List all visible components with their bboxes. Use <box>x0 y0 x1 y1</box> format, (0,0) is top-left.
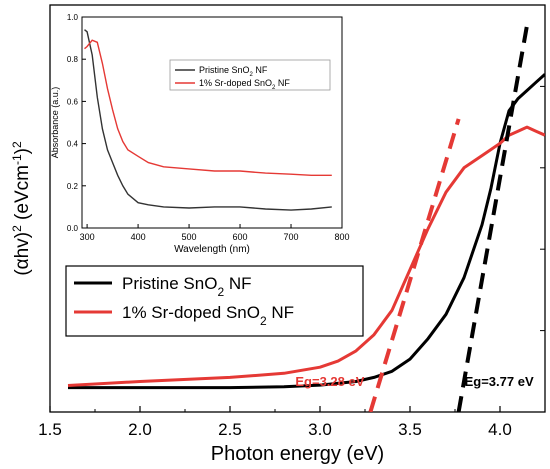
inset-legend-label: 1% Sr-doped SnO2 NF <box>199 78 290 91</box>
tangent-line-black <box>456 25 529 412</box>
inset-y-axis-label: Absorbance (a.u.) <box>50 87 60 159</box>
x-tick-label: 2.0 <box>128 420 152 439</box>
main-legend-label: Pristine SnO2 NF <box>122 274 252 299</box>
inset-chart: 300 400 500 600 700 800 0.0 0.2 0.4 0.6 0.8 1.0 Wave… <box>50 13 350 255</box>
x-tick-label: 4.0 <box>488 420 512 439</box>
main-series-group <box>67 25 545 412</box>
eg-label-black: Eg=3.77 eV <box>465 374 534 389</box>
main-legend: Pristine SnO2 NF 1% Sr-doped SnO2 NF <box>65 265 364 337</box>
x-axis-label: Photon energy (eV) <box>211 443 384 465</box>
inset-series-line-sr-doped <box>84 39 332 176</box>
series-line-sr-doped <box>67 125 545 387</box>
inset-legend-label: Pristine SnO2 NF <box>199 65 268 78</box>
inset-legend-box <box>169 59 331 91</box>
main-legend-label: 1% Sr-doped SnO2 NF <box>122 303 294 328</box>
x-tick-label: 2.5 <box>218 420 242 439</box>
x-tick-label: 3.5 <box>398 420 422 439</box>
inset-x-tick-label: 500 <box>182 232 197 242</box>
inset-series-group <box>84 29 332 211</box>
inset-x-tick-label: 700 <box>284 232 299 242</box>
inset-x-axis-label: Wavelength (nm) <box>174 244 250 255</box>
x-tick-label: 1.5 <box>38 420 62 439</box>
inset-y-tick-label: 0.2 <box>67 182 79 191</box>
inset-y-tick-label: 0.4 <box>67 140 79 149</box>
y-axis-label: (αhv)2 (eVcm-1)2 <box>10 141 33 276</box>
inset-y-tick-label: 0.6 <box>67 97 79 106</box>
inset-x-tick-label: 400 <box>131 232 146 242</box>
inset-y-tick-label: 1.0 <box>67 13 79 22</box>
inset-y-tick-label: 0.0 <box>67 224 79 233</box>
tangent-line-red <box>368 118 461 412</box>
main-legend-box <box>65 265 364 337</box>
inset-frame <box>81 16 343 229</box>
inset-x-tick-label: 300 <box>80 232 95 242</box>
inset-legend: Pristine SnO2 NF1% Sr-doped SnO2 NF <box>169 59 331 91</box>
main-plot-frame <box>49 4 546 413</box>
series-line-pristine <box>68 73 545 390</box>
inset-x-tick-label: 800 <box>334 232 349 242</box>
eg-label-red: Eg=3.28 eV <box>295 374 364 389</box>
inset-y-tick-label: 0.8 <box>67 55 79 64</box>
inset-x-tick-label: 600 <box>233 232 248 242</box>
inset-series-line-pristine <box>84 29 332 211</box>
x-tick-label: 3.0 <box>308 420 332 439</box>
